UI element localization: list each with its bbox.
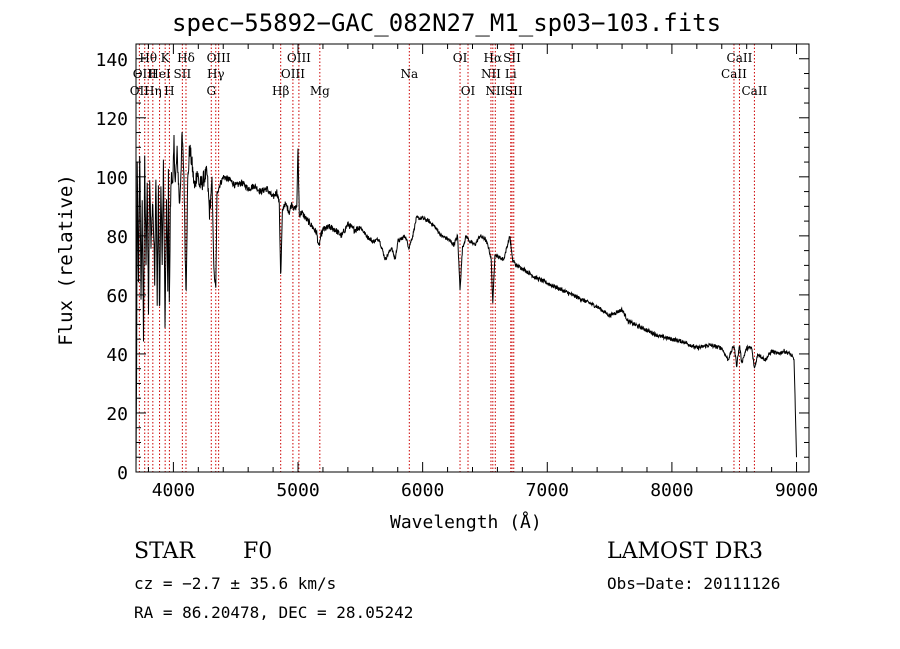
spectrum-series	[135, 131, 797, 473]
line-marker-label: OIII	[133, 67, 157, 81]
line-marker-label: CaII	[727, 51, 753, 65]
coordinates-text: RA = 86.20478, DEC = 28.05242	[134, 603, 414, 622]
line-markers	[138, 44, 755, 472]
y-tick-label: 0	[117, 463, 128, 484]
line-marker-label: CaII	[721, 67, 747, 81]
x-axis-ticks: 4000 5000 6000 7000 8000 9000	[147, 44, 818, 501]
line-marker-label: NII	[485, 84, 505, 98]
x-tick-label: 7000	[526, 480, 569, 501]
line-marker-label: HeI	[148, 67, 171, 81]
y-tick-label: 140	[95, 50, 128, 71]
y-tick-label: 20	[106, 404, 128, 425]
y-axis-label: Flux (relative)	[55, 174, 77, 346]
y-tick-label: 60	[106, 286, 128, 307]
line-marker-label: K	[161, 51, 171, 65]
line-marker-label: SII	[174, 67, 192, 81]
line-marker-label: Na	[400, 67, 418, 81]
line-marker-label: OI	[461, 84, 476, 98]
line-marker-label: H	[164, 84, 174, 98]
line-marker-label: Hθ	[139, 51, 157, 65]
line-marker-label: OII	[130, 84, 150, 98]
obs-date-text: Obs−Date: 20111126	[607, 574, 781, 593]
axes-frame	[135, 43, 810, 473]
line-marker-label: Hη	[144, 84, 162, 98]
line-marker-label: OIII	[287, 51, 311, 65]
y-tick-label: 120	[95, 109, 128, 130]
y-tick-label: 40	[106, 345, 128, 366]
line-marker-label: Li	[505, 67, 517, 81]
line-marker-label: SII	[503, 51, 521, 65]
line-marker-label: CaII	[741, 84, 767, 98]
line-marker-label: OIII	[207, 51, 231, 65]
line-marker-label: OIII	[281, 67, 305, 81]
line-marker-label: SII	[505, 84, 523, 98]
object-subclass: F0	[243, 539, 273, 564]
spectrum-line	[135, 131, 797, 473]
redshift-text: cz = −2.7 ± 35.6 km/s	[134, 574, 337, 593]
line-marker-label: Mg	[310, 84, 330, 98]
line-marker-label: Hα	[484, 51, 503, 65]
line-marker-labels: OII Hθ OIII Hη HeI K H Hδ SII OIII Hγ G Hβ OIII OIII Mg…	[130, 51, 768, 98]
x-tick-label: 6000	[401, 480, 444, 501]
x-tick-label: 4000	[152, 480, 195, 501]
x-tick-label: 8000	[650, 480, 693, 501]
line-marker-label: Hδ	[177, 51, 195, 65]
chart-title: spec−55892−GAC_082N27_M1_sp03−103.fits	[172, 9, 722, 37]
y-tick-label: 80	[106, 227, 128, 248]
line-marker-label: G	[206, 84, 216, 98]
object-class: STAR	[134, 539, 195, 564]
line-marker-label: OI	[453, 51, 468, 65]
y-tick-label: 100	[95, 168, 128, 189]
line-marker-label: Hγ	[207, 67, 225, 81]
x-tick-label: 5000	[276, 480, 319, 501]
line-marker-label: Hβ	[272, 84, 289, 98]
x-tick-label: 9000	[775, 480, 818, 501]
x-axis-label: Wavelength (Å)	[390, 512, 542, 533]
survey-name: LAMOST DR3	[607, 539, 763, 564]
y-axis-ticks: 0 20 40 60 80 100 120 140	[95, 43, 809, 484]
line-marker-label: NII	[481, 67, 501, 81]
